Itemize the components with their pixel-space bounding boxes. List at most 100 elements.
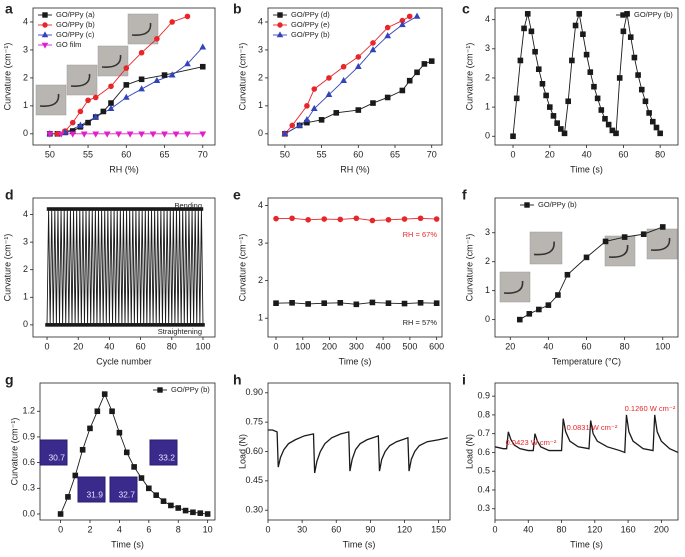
marker xyxy=(417,215,424,222)
inset-sample xyxy=(533,241,555,256)
y-axis-label: Curvature (cm⁻¹) xyxy=(237,234,247,302)
thermal-reading: 30.7 xyxy=(48,452,65,462)
marker xyxy=(613,130,619,137)
marker xyxy=(143,207,148,211)
marker xyxy=(337,216,344,223)
marker xyxy=(337,300,344,306)
marker xyxy=(109,207,113,211)
marker xyxy=(85,323,90,327)
marker xyxy=(68,207,73,211)
x-tick-label: 120 xyxy=(587,524,602,534)
marker xyxy=(524,11,531,17)
marker xyxy=(199,63,206,70)
marker xyxy=(118,207,123,211)
marker xyxy=(88,323,93,327)
x-tick-label: 100 xyxy=(295,341,310,351)
thermal-image xyxy=(77,476,106,503)
x-tick-label: 120 xyxy=(397,524,412,534)
marker xyxy=(138,131,145,138)
marker xyxy=(57,131,65,138)
marker xyxy=(353,215,360,222)
y-tick-label: 1 xyxy=(485,101,490,111)
marker xyxy=(428,58,435,64)
marker xyxy=(132,323,137,327)
marker xyxy=(609,127,616,134)
marker xyxy=(115,207,120,211)
marker xyxy=(92,323,96,327)
x-tick-label: 65 xyxy=(160,149,170,159)
marker xyxy=(116,429,123,436)
marker xyxy=(108,83,114,90)
marker xyxy=(172,131,180,138)
marker xyxy=(62,207,66,211)
marker xyxy=(273,215,279,222)
x-tick-label: 80 xyxy=(167,341,177,351)
marker xyxy=(369,299,376,306)
inset-sample xyxy=(608,244,629,258)
marker xyxy=(384,24,391,31)
x-tick-label: 100 xyxy=(655,341,670,351)
marker xyxy=(510,133,516,140)
y-tick-label: 1 xyxy=(23,292,28,302)
marker xyxy=(191,323,196,327)
marker xyxy=(162,207,166,211)
inset-photo xyxy=(529,231,563,265)
marker xyxy=(103,131,111,138)
marker xyxy=(127,207,132,211)
panel-label: e xyxy=(233,187,241,203)
marker xyxy=(305,301,311,307)
y-tick-label: 0 xyxy=(23,128,28,138)
inset-sample xyxy=(503,280,524,294)
marker xyxy=(115,131,123,138)
y-tick-label: 2 xyxy=(23,264,28,274)
x-tick-label: 80 xyxy=(655,149,665,159)
marker xyxy=(76,323,81,327)
legend-label: GO/PPy (b) xyxy=(291,30,330,39)
marker xyxy=(81,207,85,211)
marker xyxy=(535,66,542,73)
marker xyxy=(121,207,126,211)
marker xyxy=(108,100,114,106)
y-tick-label: 0.3 xyxy=(22,483,35,493)
marker xyxy=(59,207,63,211)
marker xyxy=(157,323,162,327)
x-tick-label: 40 xyxy=(523,524,533,534)
x-tick-label: 60 xyxy=(618,149,628,159)
y-tick-label: 4 xyxy=(485,14,490,24)
marker xyxy=(646,110,652,116)
marker xyxy=(87,207,91,211)
marker xyxy=(543,92,549,99)
marker xyxy=(71,207,76,211)
marker xyxy=(129,323,134,327)
marker xyxy=(51,323,56,327)
series-line xyxy=(46,209,204,325)
marker xyxy=(57,511,64,517)
marker xyxy=(353,301,360,308)
y-tick-label: 2 xyxy=(258,275,263,285)
y-tick-label: 3 xyxy=(23,44,28,54)
marker xyxy=(370,100,376,106)
x-tick-label: 10 xyxy=(203,524,213,534)
y-tick-label: 4 xyxy=(23,16,28,26)
y-tick-label: 0.4 xyxy=(477,484,490,494)
x-tick-label: 4 xyxy=(117,524,122,534)
marker xyxy=(153,492,159,498)
marker xyxy=(631,54,638,61)
marker xyxy=(104,323,109,327)
y-tick-label: 0.9 xyxy=(22,431,35,441)
marker xyxy=(102,207,107,211)
marker xyxy=(53,207,57,211)
marker xyxy=(175,505,182,511)
marker xyxy=(513,95,520,102)
marker xyxy=(182,323,187,327)
marker xyxy=(289,215,295,222)
marker xyxy=(165,207,169,211)
marker xyxy=(87,425,93,432)
x-tick-label: 55 xyxy=(83,149,93,159)
marker xyxy=(640,231,647,237)
marker xyxy=(201,323,205,327)
marker xyxy=(169,19,175,25)
y-tick-label: 0.60 xyxy=(245,446,263,456)
marker xyxy=(154,35,160,42)
x-tick-label: 30 xyxy=(297,524,307,534)
